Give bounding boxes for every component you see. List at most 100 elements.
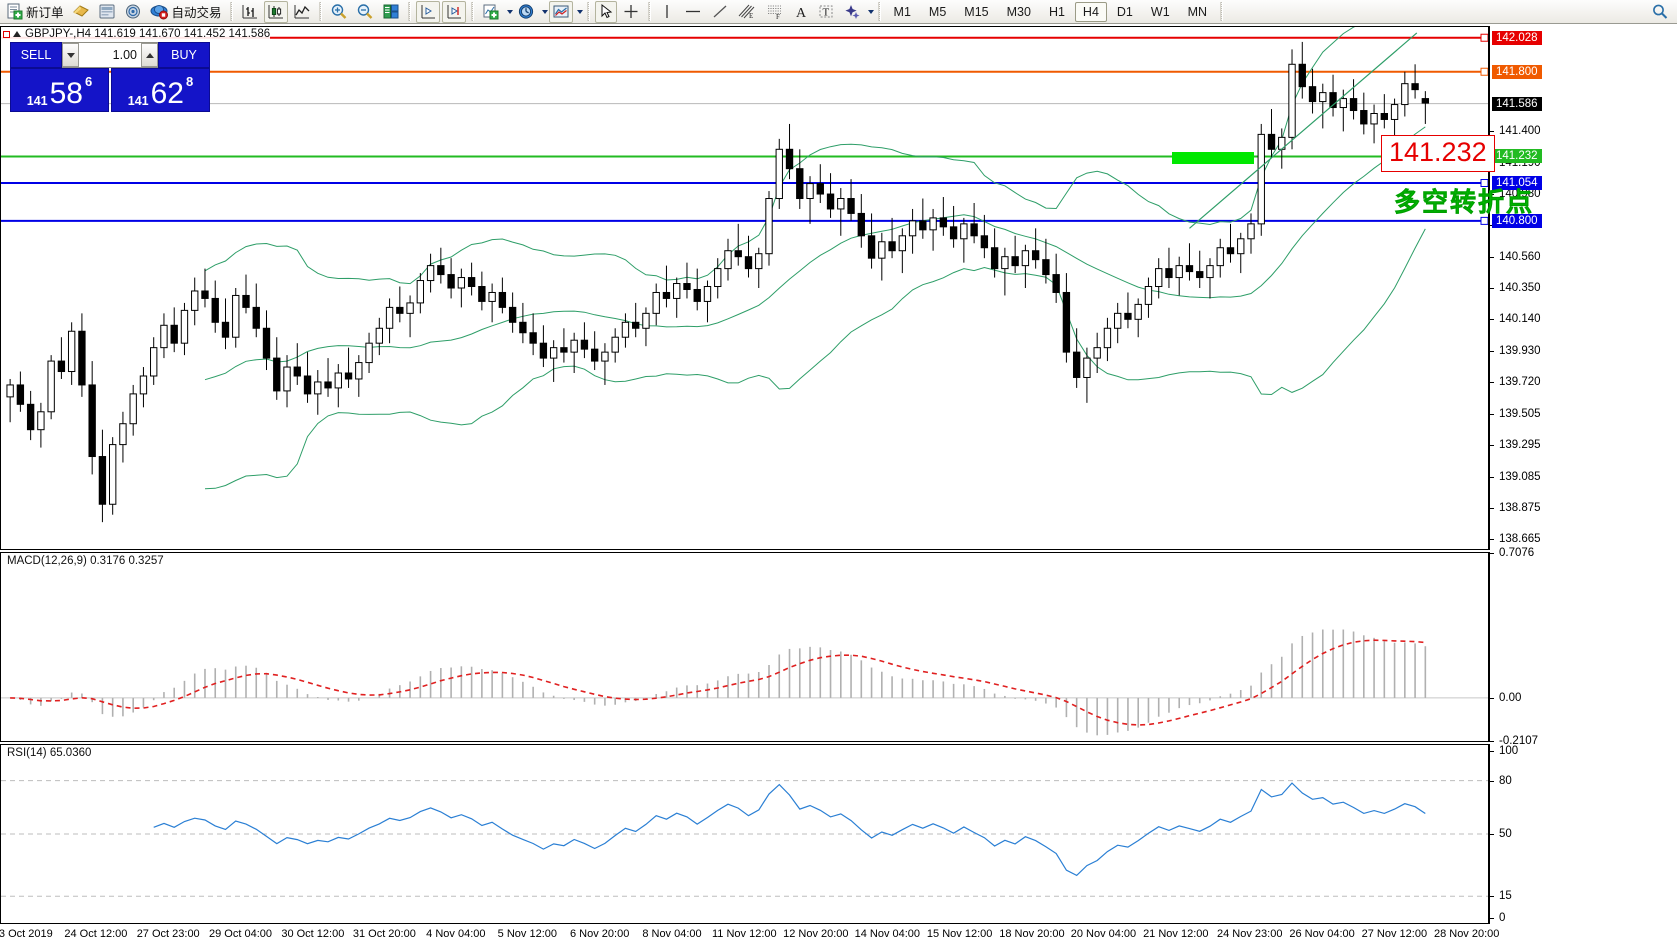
macd-pane[interactable]: MACD(12,26,9) 0.3176 0.3257 [0,552,1489,742]
timeframe-h4[interactable]: H4 [1074,1,1107,22]
buy-button[interactable]: BUY [158,42,210,68]
candlestick-chart-button[interactable] [263,0,288,23]
timeframe-m30[interactable]: M30 [1006,4,1031,19]
price-badge[interactable]: 141.232 [1492,149,1542,164]
chart-shift-button[interactable] [415,0,440,23]
templates-dropdown-caret[interactable] [576,9,583,14]
candle-body [375,327,383,344]
expert-advisor-icon [72,5,89,17]
toolbar-separator [318,2,322,21]
volume-decrement-button[interactable] [62,43,79,67]
candle-body [703,286,712,302]
zoom-in-button[interactable] [327,1,351,23]
candle-body [611,336,619,353]
one-click-trading-panel[interactable]: SELL 1.00 BUY 141 58 6 141 62 8 [10,42,210,112]
crosshair-button[interactable] [619,1,643,23]
new-order-button[interactable]: 新订单 [3,1,67,23]
equidistant-channel-button[interactable]: E [734,1,760,23]
timeframe-m5[interactable]: M5 [928,4,947,19]
fibonacci-button[interactable]: F [762,1,788,23]
time-tick: 26 Nov 04:00 [1289,928,1355,940]
candle-body [1308,86,1317,103]
chart-area[interactable]: GBPJPY-,H4 141.619 141.670 141.452 141.5… [0,24,1677,948]
timeframe-m1[interactable]: M1 [893,4,911,19]
indicators-button[interactable] [479,1,503,23]
periods-button[interactable] [514,1,538,23]
time-tick: 11 Nov 12:00 [712,928,777,940]
candle-body [1052,274,1060,293]
candle-body [960,223,968,240]
supply-demand-zone[interactable] [1172,152,1255,164]
candle-body [1237,238,1245,255]
candle-body [273,357,281,392]
ask-price[interactable]: 141 62 8 [111,68,210,112]
level-handle [1480,33,1488,42]
timeframe-m15[interactable]: M15 [964,4,989,19]
price-callout-label[interactable]: 141.232 [1381,135,1495,173]
expert-advisor-button[interactable] [69,1,93,23]
candle-body [1103,327,1112,349]
price-badge[interactable]: 141.586 [1492,96,1542,111]
shapes-dropdown-caret[interactable] [867,9,874,14]
vertical-line-button[interactable] [656,1,678,23]
turning-point-annotation[interactable]: 多空转折点 [1394,188,1535,219]
rsi-plot [1,780,1488,897]
bid-price[interactable]: 141 58 6 [10,68,109,112]
rsi-pane[interactable]: RSI(14) 65.0360 [0,744,1489,924]
trendline-button[interactable] [708,1,732,23]
bar-chart-button[interactable] [238,1,262,23]
volume-increment-button[interactable] [141,43,158,67]
periods-dropdown-caret[interactable] [541,9,548,14]
candle-body [1319,92,1327,103]
price-badge[interactable]: 141.054 [1492,176,1542,190]
text-label-button[interactable]: T [814,1,838,23]
price-axis[interactable]: 141.400141.190140.980140.770140.560140.3… [1489,26,1677,550]
sell-button[interactable]: SELL [10,42,62,68]
timeframe-mn[interactable]: MN [1187,4,1208,19]
price-pane[interactable]: GBPJPY-,H4 141.619 141.670 141.452 141.5… [0,26,1489,550]
macd-signal-line [10,639,1426,726]
volume-input[interactable]: 1.00 [79,43,141,67]
timeframe-h1[interactable]: H1 [1048,4,1065,19]
horizontal-line-button[interactable] [680,1,706,23]
signals-button[interactable] [121,1,145,23]
vertical-line-icon [665,5,668,18]
cursor-button[interactable] [594,0,617,23]
auto-trading-button[interactable]: 自动交易 [147,1,225,23]
volume-stepper[interactable]: 1.00 [62,42,158,68]
price-badge[interactable]: 140.800 [1492,213,1542,228]
fibonacci-icon: F [767,5,781,20]
price-badge[interactable]: 141.800 [1492,64,1542,79]
toolbar-separator [1220,2,1224,21]
shapes-button[interactable] [840,1,864,23]
candle-body [796,168,804,200]
auto-scroll-button[interactable] [441,0,466,23]
candle-body [334,372,342,389]
text-button[interactable]: A [790,1,812,23]
line-chart-button[interactable] [290,1,314,23]
price-badge[interactable]: 142.028 [1492,30,1542,45]
trendline-icon [713,5,726,18]
indicators-dropdown-caret[interactable] [506,9,513,14]
data-window-button[interactable] [95,1,119,23]
macd-tick: 0.00 [1490,692,1521,704]
zoom-out-button[interactable] [353,1,377,23]
rsi-label: RSI(14) 65.0360 [6,747,93,759]
candle-body [908,220,917,237]
tile-windows-button[interactable] [379,1,403,23]
templates-button[interactable] [548,0,573,23]
candle-body [1134,303,1142,320]
candle-body [867,235,876,259]
search-button[interactable] [1648,1,1672,23]
candle-body [478,286,486,302]
candle-body [898,235,907,252]
candle-body [78,330,86,386]
price-tick: 138.875 [1490,502,1541,514]
timeframe-d1[interactable]: D1 [1116,4,1133,19]
time-axis[interactable]: 23 Oct 2019 24 Oct 12:00 27 Oct 23:00 29 Oc… [0,924,1499,948]
chart-shift-icon [421,5,435,19]
timeframe-w1[interactable]: W1 [1150,4,1170,19]
equidistant-channel-icon: E [738,4,754,20]
bollinger-band-middle [204,126,1426,381]
price-tick: 139.085 [1490,471,1541,483]
